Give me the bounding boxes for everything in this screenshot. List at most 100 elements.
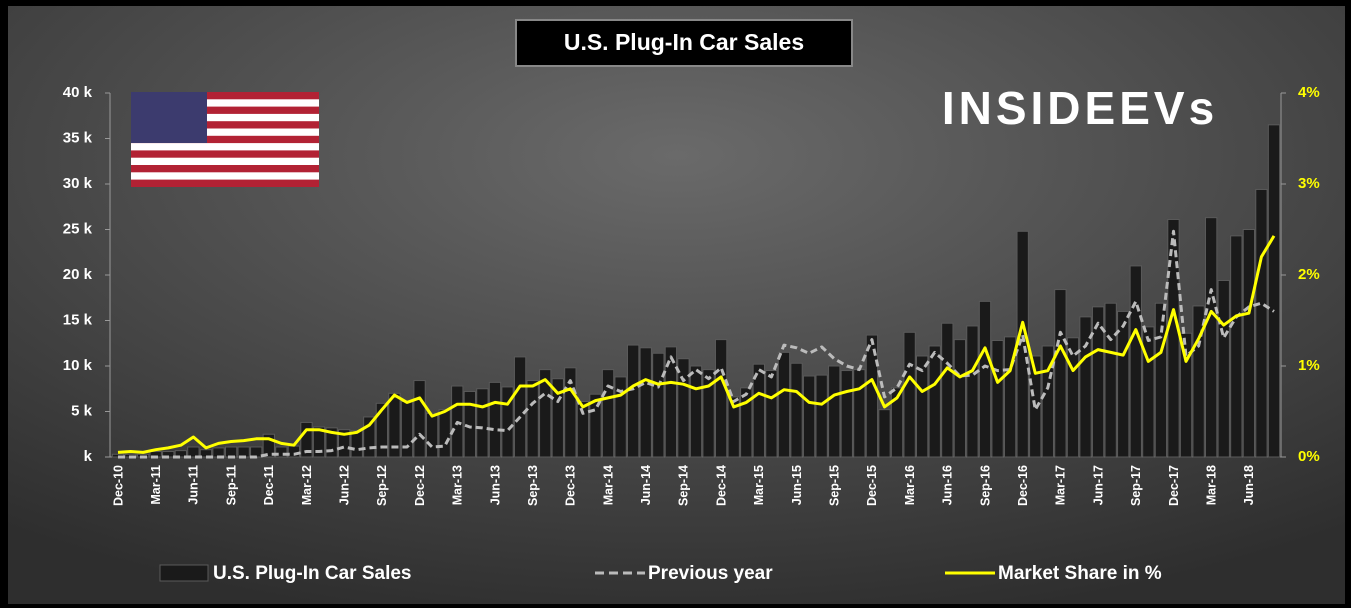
bar xyxy=(1104,302,1117,458)
x-tick-label: Mar-13 xyxy=(451,465,465,505)
bar xyxy=(689,365,703,458)
bar xyxy=(1217,279,1230,458)
logo: INSIDEEVs xyxy=(942,82,1218,134)
flag xyxy=(131,92,319,187)
bar xyxy=(702,369,715,458)
bar xyxy=(375,402,389,458)
y-tick-label: 15 k xyxy=(63,311,93,328)
bar xyxy=(388,392,401,458)
x-tick-label: Dec-16 xyxy=(1016,465,1030,506)
bar xyxy=(576,400,590,458)
bar xyxy=(1041,345,1054,458)
bar xyxy=(853,369,866,458)
x-tick-label: Dec-15 xyxy=(865,465,879,506)
bar xyxy=(991,340,1004,458)
x-tick-label: Dec-11 xyxy=(262,465,276,505)
bar xyxy=(476,388,489,458)
x-tick-label: Jun-11 xyxy=(187,465,201,505)
x-tick-label: Jun-12 xyxy=(337,465,351,505)
x-tick-label: Sep-17 xyxy=(1129,465,1143,506)
x-tick-label: Sep-14 xyxy=(677,465,691,506)
bar xyxy=(1267,124,1281,458)
bar xyxy=(802,375,816,458)
x-tick-label: Jun-14 xyxy=(639,465,653,505)
bar xyxy=(978,300,992,458)
share-line xyxy=(117,235,1276,454)
bar xyxy=(350,430,363,458)
x-tick-label: Dec-10 xyxy=(111,465,125,506)
x-tick-label: Mar-16 xyxy=(903,465,917,505)
x-tick-label: Jun-15 xyxy=(790,465,804,505)
bar xyxy=(539,369,552,458)
bar xyxy=(614,376,627,458)
x-tick-label: Sep-13 xyxy=(526,465,540,506)
bar xyxy=(224,446,238,458)
bar xyxy=(425,412,439,458)
y-tick-label: 10 k xyxy=(63,357,93,374)
x-tick-label: Jun-18 xyxy=(1242,465,1256,505)
bar xyxy=(187,446,200,458)
y2-tick-label: 0% xyxy=(1298,448,1320,465)
bar xyxy=(840,370,853,458)
y-tick-label: k xyxy=(84,448,93,465)
title-box xyxy=(515,19,853,67)
bar xyxy=(878,409,891,458)
bar xyxy=(903,331,916,458)
bar xyxy=(601,369,615,458)
bar xyxy=(513,356,527,458)
bar xyxy=(1079,316,1092,458)
x-tick-label: Mar-12 xyxy=(300,465,314,505)
bar xyxy=(727,396,740,458)
chart-title: U.S. Plug-In Car Sales xyxy=(564,29,804,55)
bar xyxy=(413,380,426,458)
x-tick-label: Mar-15 xyxy=(752,465,766,505)
bar xyxy=(400,400,414,458)
bar xyxy=(1179,332,1193,458)
y-tick-label: 25 k xyxy=(63,220,93,237)
bar xyxy=(463,390,476,458)
x-tick-label: Jun-16 xyxy=(941,465,955,505)
bar xyxy=(1091,306,1105,458)
legend-label: Previous year xyxy=(648,563,773,584)
y2-tick-label: 3% xyxy=(1298,175,1320,192)
bar xyxy=(237,446,250,458)
y-tick-label: 40 k xyxy=(63,84,93,101)
bar xyxy=(300,421,313,458)
x-tick-label: Dec-12 xyxy=(413,465,427,506)
bar xyxy=(1154,302,1168,458)
bar xyxy=(916,355,929,458)
bar xyxy=(865,334,879,458)
bar xyxy=(953,339,967,458)
bar xyxy=(564,367,577,458)
bar xyxy=(664,346,678,458)
bar xyxy=(338,429,351,458)
x-tick-label: Dec-17 xyxy=(1167,465,1181,506)
bar xyxy=(501,386,514,458)
x-tick-label: Mar-17 xyxy=(1054,465,1068,505)
bar xyxy=(627,344,640,458)
bar xyxy=(275,446,288,458)
bar xyxy=(639,347,652,458)
x-tick-label: Dec-13 xyxy=(564,465,578,506)
bar xyxy=(828,365,841,458)
x-tick-label: Jun-13 xyxy=(488,465,502,505)
bar xyxy=(1129,265,1142,458)
bar xyxy=(966,325,979,458)
bar xyxy=(677,358,690,458)
x-tick-label: Mar-11 xyxy=(149,465,163,505)
bar xyxy=(765,370,778,458)
bar xyxy=(1205,217,1218,458)
bar xyxy=(325,427,338,458)
y-tick-label: 30 k xyxy=(63,175,93,192)
bar xyxy=(714,339,728,458)
bar xyxy=(312,426,326,458)
bar xyxy=(1054,289,1067,458)
x-tick-label: Sep-12 xyxy=(375,465,389,506)
legend-label: U.S. Plug-In Car Sales xyxy=(213,563,412,584)
x-tick-label: Sep-15 xyxy=(828,465,842,506)
bar xyxy=(652,352,665,458)
y2-tick-label: 4% xyxy=(1298,84,1320,101)
y2-tick-label: 2% xyxy=(1298,266,1320,283)
bar xyxy=(488,381,502,458)
